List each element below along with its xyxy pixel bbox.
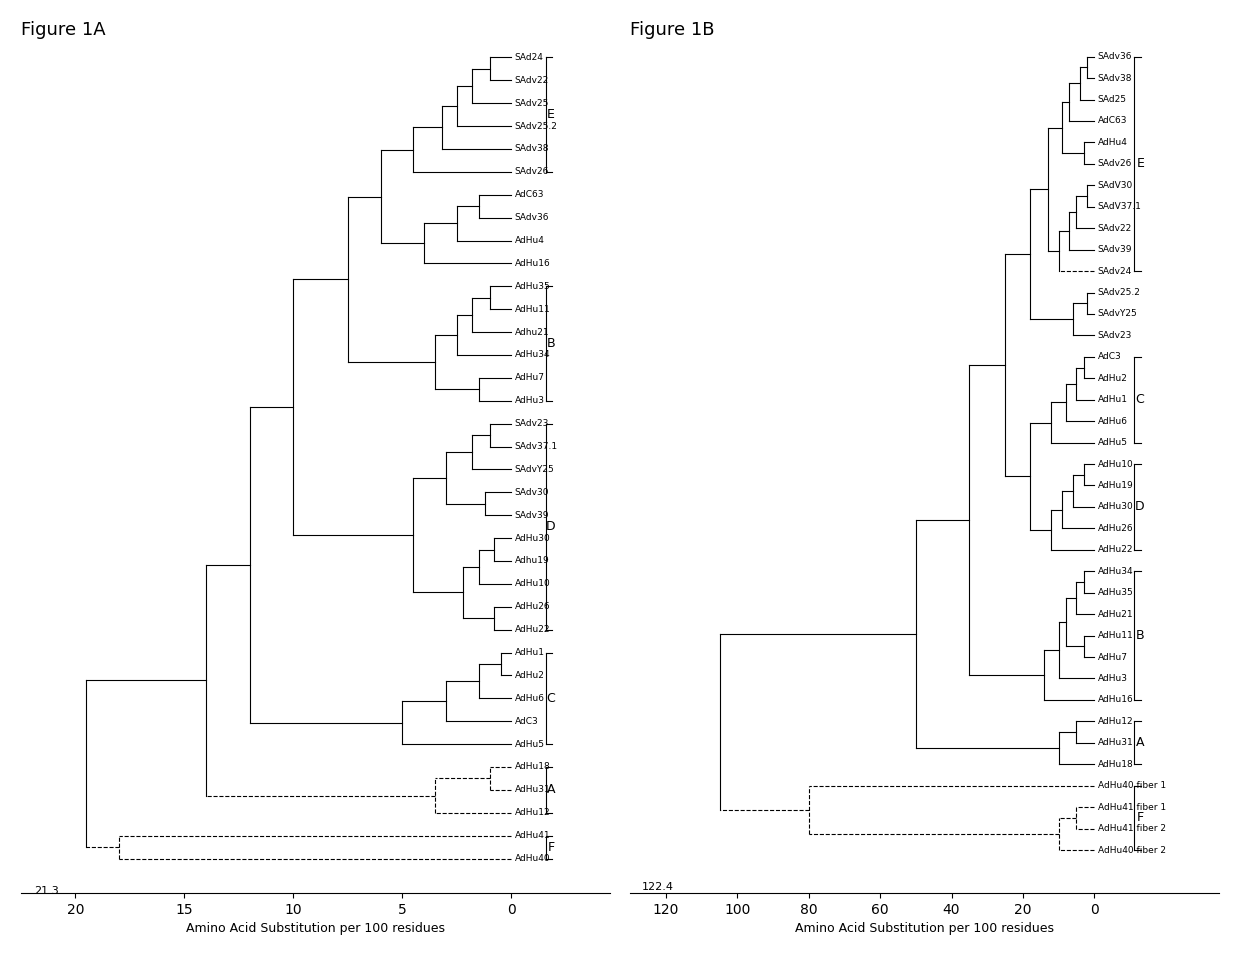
Text: A: A <box>1136 736 1145 750</box>
Text: SAdv23: SAdv23 <box>1097 331 1132 340</box>
Text: AdHu16: AdHu16 <box>1097 695 1133 705</box>
Text: AdHu26: AdHu26 <box>515 602 551 611</box>
Text: SAdv37.1: SAdv37.1 <box>515 442 558 451</box>
Text: AdC3: AdC3 <box>515 717 538 726</box>
Text: SAdv39: SAdv39 <box>1097 245 1132 254</box>
Text: AdHu12: AdHu12 <box>515 808 551 817</box>
Text: SAdv25: SAdv25 <box>515 98 549 108</box>
Text: AdC3: AdC3 <box>1097 353 1122 361</box>
Text: AdHu6: AdHu6 <box>1097 417 1128 425</box>
Text: E: E <box>1136 158 1145 170</box>
Text: SAdvY25: SAdvY25 <box>1097 310 1137 318</box>
Text: SAd24: SAd24 <box>515 53 543 62</box>
Text: B: B <box>1136 629 1145 642</box>
Text: C: C <box>1136 393 1145 406</box>
Text: AdHu35: AdHu35 <box>1097 588 1133 598</box>
Text: AdHu22: AdHu22 <box>515 625 551 634</box>
Text: AdHu2: AdHu2 <box>1097 374 1127 382</box>
Text: SAdv38: SAdv38 <box>515 144 549 154</box>
Text: AdHu7: AdHu7 <box>515 374 544 382</box>
Text: SAdv25.2: SAdv25.2 <box>1097 288 1141 297</box>
Text: AdHu18: AdHu18 <box>515 763 551 771</box>
Text: AdHu40: AdHu40 <box>515 854 551 863</box>
X-axis label: Amino Acid Substitution per 100 residues: Amino Acid Substitution per 100 residues <box>795 923 1054 935</box>
Text: D: D <box>1135 500 1145 513</box>
X-axis label: Amino Acid Substitution per 100 residues: Amino Acid Substitution per 100 residues <box>186 923 445 935</box>
Text: 122.4: 122.4 <box>641 882 673 892</box>
Text: Figure 1B: Figure 1B <box>630 21 715 39</box>
Text: AdHu22: AdHu22 <box>1097 545 1133 554</box>
Text: AdHu1: AdHu1 <box>515 648 544 657</box>
Text: Figure 1A: Figure 1A <box>21 21 105 39</box>
Text: E: E <box>547 108 556 121</box>
Text: SAdV30: SAdV30 <box>1097 181 1133 190</box>
Text: A: A <box>547 783 556 796</box>
Text: AdHu16: AdHu16 <box>515 259 551 268</box>
Text: SAdv30: SAdv30 <box>515 488 549 497</box>
Text: SAdv22: SAdv22 <box>1097 224 1132 232</box>
Text: AdHu41: AdHu41 <box>515 831 551 840</box>
Text: AdHu21: AdHu21 <box>1097 610 1133 619</box>
Text: AdHu3: AdHu3 <box>1097 674 1128 683</box>
Text: AdHu3: AdHu3 <box>515 396 544 405</box>
Text: AdHu41 fiber 1: AdHu41 fiber 1 <box>1097 803 1166 812</box>
Text: AdHu7: AdHu7 <box>1097 653 1128 662</box>
Text: Adhu19: Adhu19 <box>515 556 549 566</box>
Text: 21.3: 21.3 <box>35 886 60 896</box>
Text: SAdv25.2: SAdv25.2 <box>515 121 558 131</box>
Text: AdHu30: AdHu30 <box>1097 503 1133 511</box>
Text: AdHu18: AdHu18 <box>1097 760 1133 769</box>
Text: AdHu2: AdHu2 <box>515 671 544 680</box>
Text: SAdv36: SAdv36 <box>515 213 549 222</box>
Text: AdHu34: AdHu34 <box>1097 567 1133 576</box>
Text: SAdv23: SAdv23 <box>515 419 549 428</box>
Text: SAdv38: SAdv38 <box>1097 74 1132 82</box>
Text: D: D <box>546 520 556 533</box>
Text: AdHu4: AdHu4 <box>1097 138 1127 147</box>
Text: AdHu5: AdHu5 <box>515 740 544 749</box>
Text: C: C <box>547 692 556 705</box>
Text: SAdV37.1: SAdV37.1 <box>1097 203 1142 211</box>
Text: AdHu19: AdHu19 <box>1097 481 1133 490</box>
Text: SAdv36: SAdv36 <box>1097 53 1132 61</box>
Text: SAd25: SAd25 <box>1097 95 1127 104</box>
Text: AdHu30: AdHu30 <box>515 533 551 543</box>
Text: AdHu11: AdHu11 <box>515 305 551 314</box>
Text: AdHu1: AdHu1 <box>1097 395 1128 404</box>
Text: B: B <box>547 337 556 350</box>
Text: F: F <box>548 840 556 854</box>
Text: SAdv24: SAdv24 <box>1097 267 1132 275</box>
Text: Adhu21: Adhu21 <box>515 328 549 337</box>
Text: AdHu40 fiber 2: AdHu40 fiber 2 <box>1097 845 1166 855</box>
Text: AdHu4: AdHu4 <box>515 236 544 245</box>
Text: AdHu6: AdHu6 <box>515 694 544 703</box>
Text: SAdvY25: SAdvY25 <box>515 465 554 474</box>
Text: AdHu35: AdHu35 <box>515 282 551 291</box>
Text: SAdv26: SAdv26 <box>515 167 549 176</box>
Text: AdHu12: AdHu12 <box>1097 717 1133 726</box>
Text: SAdv22: SAdv22 <box>515 76 549 85</box>
Text: AdHu31: AdHu31 <box>515 786 551 794</box>
Text: AdHu40 fiber 1: AdHu40 fiber 1 <box>1097 781 1166 791</box>
Text: AdHu41 fiber 2: AdHu41 fiber 2 <box>1097 824 1166 833</box>
Text: AdHu31: AdHu31 <box>1097 738 1133 748</box>
Text: F: F <box>1137 812 1145 824</box>
Text: SAdv26: SAdv26 <box>1097 160 1132 168</box>
Text: AdHu5: AdHu5 <box>1097 438 1128 447</box>
Text: AdHu34: AdHu34 <box>515 351 551 359</box>
Text: AdC63: AdC63 <box>515 190 544 199</box>
Text: AdHu26: AdHu26 <box>1097 524 1133 532</box>
Text: AdHu10: AdHu10 <box>515 579 551 588</box>
Text: AdC63: AdC63 <box>1097 117 1127 125</box>
Text: AdHu11: AdHu11 <box>1097 631 1133 641</box>
Text: SAdv39: SAdv39 <box>515 511 549 520</box>
Text: AdHu10: AdHu10 <box>1097 460 1133 468</box>
